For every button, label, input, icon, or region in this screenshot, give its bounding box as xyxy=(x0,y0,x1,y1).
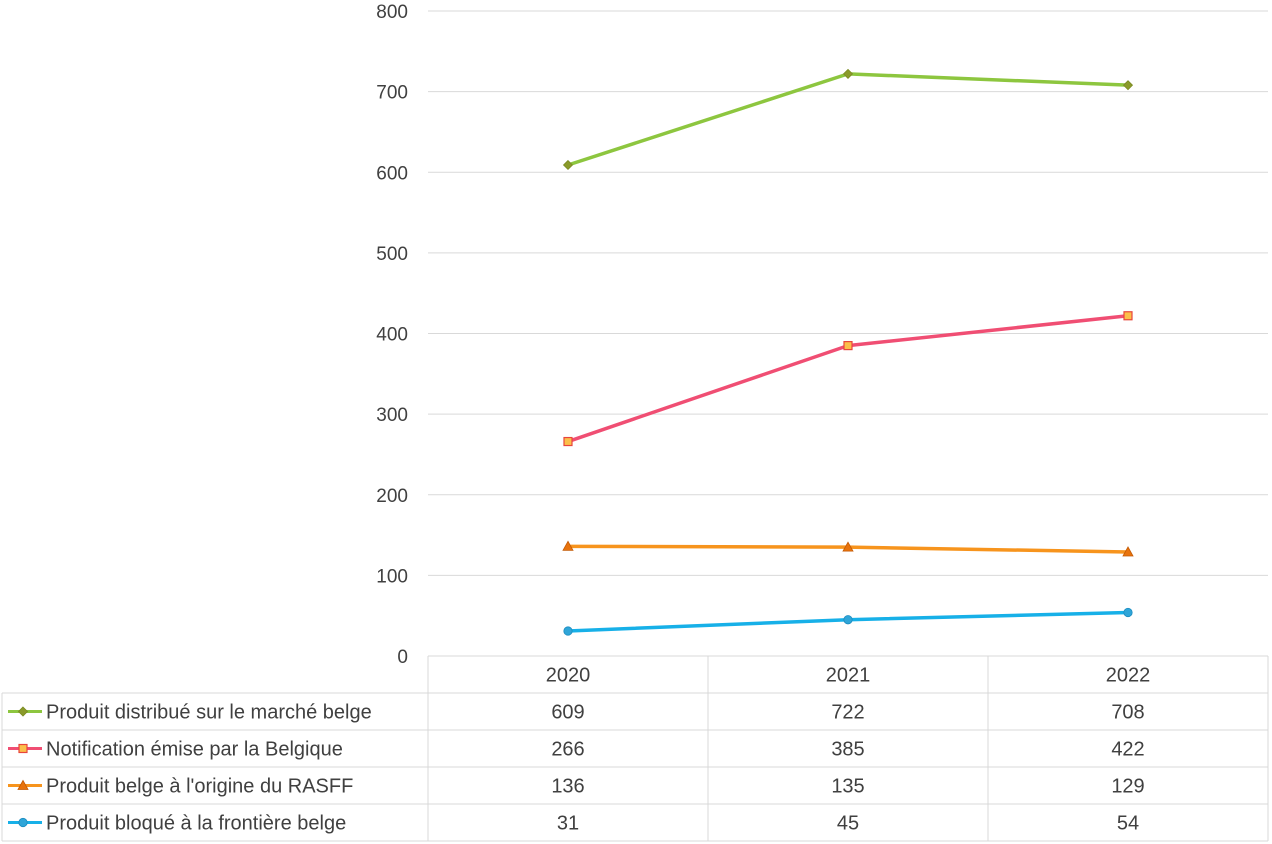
table-value-cell: 31 xyxy=(557,813,579,835)
y-tick-label: 0 xyxy=(397,647,408,668)
series-lines xyxy=(562,68,1134,636)
y-tick-label: 300 xyxy=(376,405,408,426)
table-value-cell: 129 xyxy=(1111,776,1144,798)
y-tick-label: 800 xyxy=(376,2,408,23)
legend-label: Produit bloqué à la frontière belge xyxy=(46,813,346,835)
series-line xyxy=(566,314,1130,444)
table-value-cell: 609 xyxy=(551,702,584,724)
y-tick-label: 500 xyxy=(376,244,408,265)
x-category-label: 2021 xyxy=(826,665,871,687)
table-value-cell: 422 xyxy=(1111,739,1144,761)
legend-key-marker xyxy=(18,743,28,754)
table-value-cell: 708 xyxy=(1111,702,1144,724)
data-point xyxy=(563,436,573,447)
legend-key-marker xyxy=(17,706,29,717)
legend-label: Notification émise par la Belgique xyxy=(46,739,343,761)
table-value-cell: 45 xyxy=(837,813,859,835)
y-tick-label: 700 xyxy=(376,83,408,104)
legend-label: Produit belge à l'origine du RASFF xyxy=(46,776,353,798)
table-value-cell: 722 xyxy=(831,702,864,724)
series-line xyxy=(566,72,1130,167)
table-value-cell: 136 xyxy=(551,776,584,798)
data-point xyxy=(843,615,853,625)
y-tick-label: 600 xyxy=(376,163,408,184)
data-point xyxy=(1123,311,1133,321)
legend-key-marker xyxy=(17,779,29,790)
data-table: 2020 2021 2022 Produit distribué sur le mar… xyxy=(1,655,1269,842)
table-value-cell: 54 xyxy=(1117,813,1139,835)
data-point xyxy=(562,540,574,551)
x-category-label: 2022 xyxy=(1106,665,1151,687)
data-point xyxy=(843,340,853,351)
y-tick-label: 100 xyxy=(376,566,408,587)
table-value-cell: 266 xyxy=(551,739,584,761)
data-point xyxy=(563,626,573,636)
legend-key-marker xyxy=(18,817,28,828)
gridlines xyxy=(428,10,1268,576)
y-tick-label: 200 xyxy=(376,486,408,507)
data-point xyxy=(562,159,574,171)
table-value-cell: 135 xyxy=(831,776,864,798)
data-point xyxy=(1122,546,1134,557)
data-point xyxy=(842,541,854,552)
x-category-label: 2020 xyxy=(546,665,591,687)
data-point xyxy=(1122,80,1134,91)
y-axis-ticks: 0 100 200 300 400 500 600 700 800 xyxy=(376,2,408,668)
data-point xyxy=(842,68,854,79)
table-value-cell: 385 xyxy=(831,739,864,761)
y-tick-label: 400 xyxy=(376,325,408,346)
legend-label: Produit distribué sur le marché belge xyxy=(46,702,372,724)
data-point xyxy=(1123,607,1133,618)
